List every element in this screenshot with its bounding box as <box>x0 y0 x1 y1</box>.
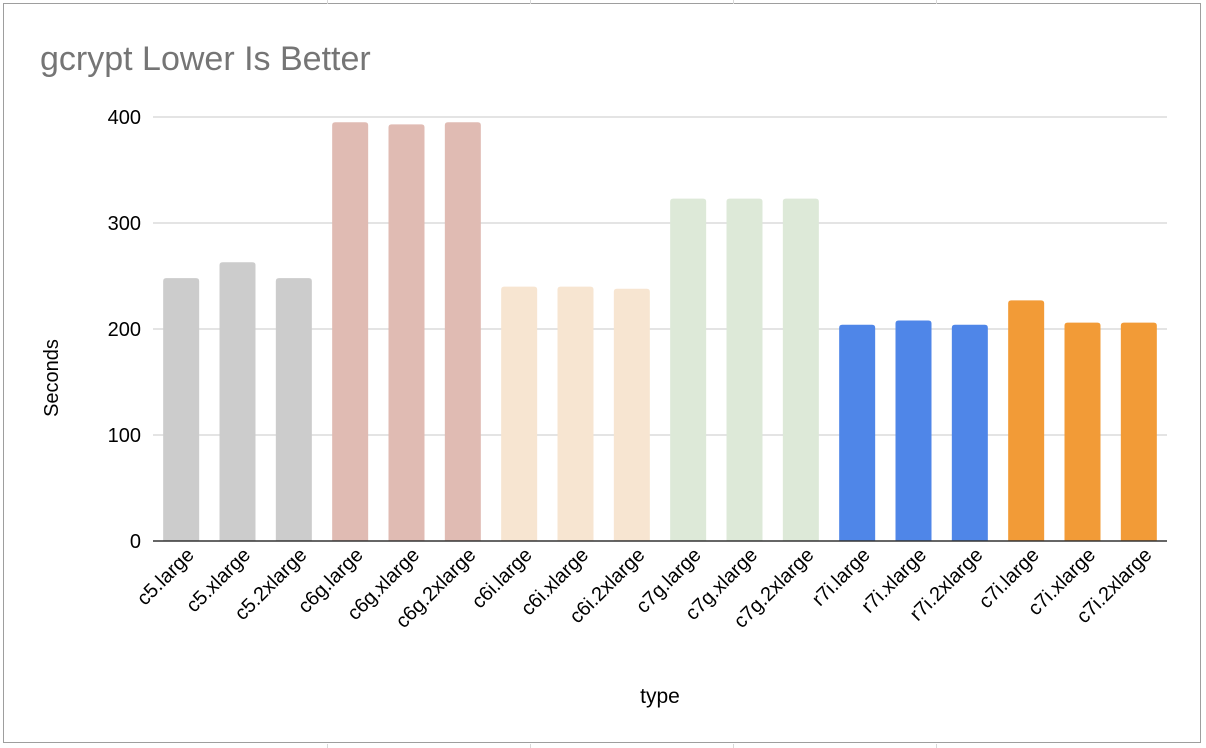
bar-c6g-large <box>332 122 369 542</box>
bar-r7i-large <box>839 324 876 541</box>
sheet-grid-tick <box>327 744 328 748</box>
bars <box>163 122 1157 542</box>
x-tick-labels: c5.largec5.xlargec5.2xlargec6g.largec6g.… <box>133 544 1157 633</box>
bar-c6g-2xlarge <box>444 122 481 542</box>
bar-c7g-xlarge <box>726 198 763 541</box>
sheet-grid-tick <box>327 0 328 4</box>
bar-c7i-2xlarge <box>1120 322 1157 541</box>
bar-c7i-large <box>1008 300 1045 541</box>
bar-c7g-2xlarge <box>782 198 819 541</box>
bar-c6i-xlarge <box>557 286 594 541</box>
sheet-grid-tick <box>530 744 531 748</box>
y-tick-label: 0 <box>130 531 141 553</box>
sheet-grid-tick <box>936 744 937 748</box>
y-tick-label: 200 <box>108 319 141 341</box>
y-axis-label: Seconds <box>41 339 63 417</box>
bar-c6g-xlarge <box>388 124 425 542</box>
bar-c5-large <box>163 278 200 541</box>
bar-r7i-xlarge <box>895 320 932 541</box>
y-tick-label: 100 <box>108 425 141 447</box>
sheet-grid-tick <box>733 744 734 748</box>
sheet-grid-tick <box>530 0 531 4</box>
y-tick-labels: 0 100 200 300 400 <box>108 107 141 553</box>
bar-r7i-2xlarge <box>951 324 988 541</box>
y-tick-label: 400 <box>108 107 141 129</box>
bar-c6i-2xlarge <box>613 288 650 541</box>
bar-c5-xlarge <box>219 262 256 541</box>
bar-c7g-large <box>670 198 707 541</box>
gridlines <box>153 116 1167 436</box>
x-axis-label: type <box>640 685 680 708</box>
sheet-grid-tick <box>733 0 734 4</box>
bar-c7i-xlarge <box>1064 322 1101 541</box>
y-tick-label: 300 <box>108 213 141 235</box>
chart-frame <box>3 3 1201 743</box>
bar-c5-2xlarge <box>275 278 312 541</box>
chart-title: gcrypt Lower Is Better <box>40 40 371 78</box>
sheet-grid-tick <box>936 0 937 4</box>
bar-c6i-large <box>501 286 538 541</box>
